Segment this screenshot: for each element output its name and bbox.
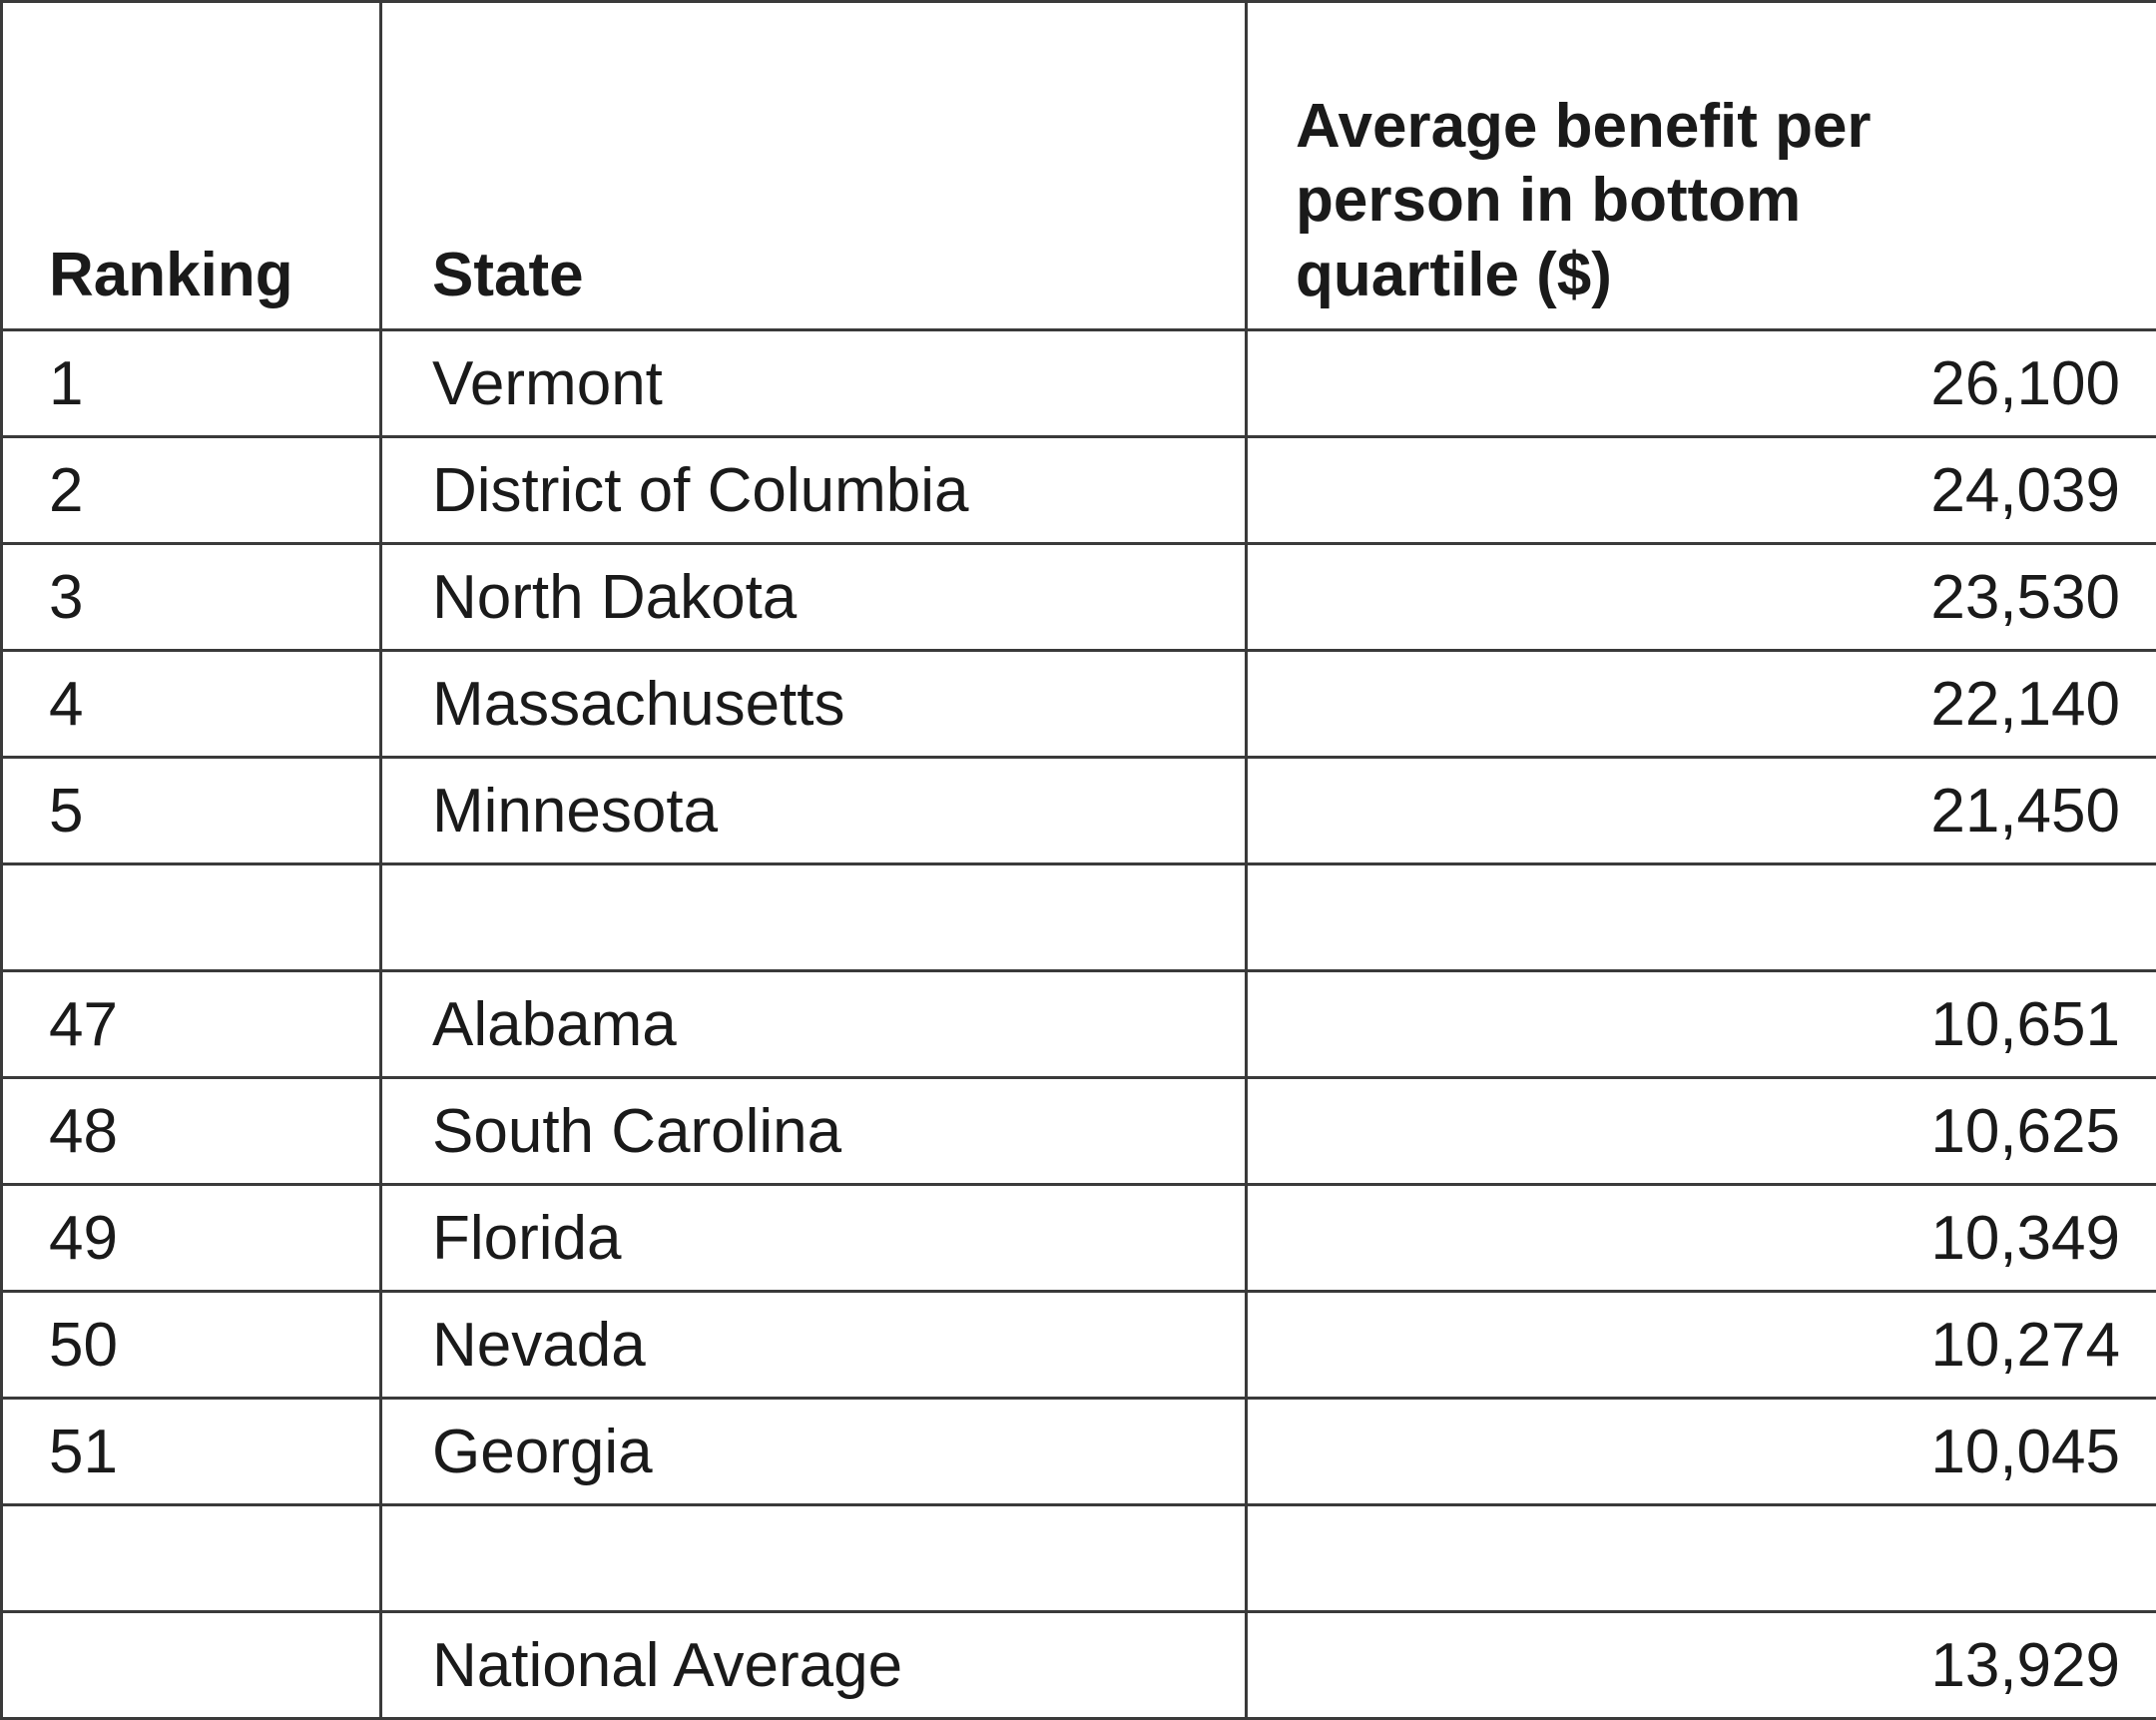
table-cell: 23,530 (1247, 544, 2156, 651)
empty-cell (2, 864, 381, 971)
table-cell: 5 (2, 758, 381, 864)
table-cell: 3 (2, 544, 381, 651)
table-cell: 21,450 (1247, 758, 2156, 864)
table-cell: Nevada (381, 1292, 1247, 1399)
table-cell: 26,100 (1247, 330, 2156, 437)
table-head: Ranking State Average benefit per person… (2, 2, 2156, 330)
table-cell: 50 (2, 1292, 381, 1399)
header-cell: Ranking (2, 2, 381, 330)
empty-cell (1247, 1505, 2156, 1612)
empty-cell (2, 1612, 381, 1719)
table-cell: 10,274 (1247, 1292, 2156, 1399)
table-cell: 49 (2, 1185, 381, 1292)
table-cell: Massachusetts (381, 651, 1247, 758)
table-cell: 24,039 (1247, 437, 2156, 544)
table-cell: 10,651 (1247, 971, 2156, 1078)
table-cell: Vermont (381, 330, 1247, 437)
header-cell: Average benefit per person in bottom qua… (1247, 2, 2156, 330)
empty-cell (2, 1505, 381, 1612)
table-cell: District of Columbia (381, 437, 1247, 544)
empty-cell (381, 1505, 1247, 1612)
header-cell: State (381, 2, 1247, 330)
table-cell: 13,929 (1247, 1612, 2156, 1719)
table-cell: 48 (2, 1078, 381, 1185)
table-cell: 1 (2, 330, 381, 437)
table-row (2, 1505, 2156, 1612)
empty-cell (1247, 864, 2156, 971)
table-cell: Minnesota (381, 758, 1247, 864)
table-cell: 4 (2, 651, 381, 758)
table-cell: Georgia (381, 1399, 1247, 1505)
table-cell: 10,349 (1247, 1185, 2156, 1292)
table-cell: 2 (2, 437, 381, 544)
empty-cell (381, 864, 1247, 971)
table-cell: 47 (2, 971, 381, 1078)
table-cell: 10,045 (1247, 1399, 2156, 1505)
table-row (2, 864, 2156, 971)
table-cell: Alabama (381, 971, 1247, 1078)
table-cell: 22,140 (1247, 651, 2156, 758)
table-cell: Florida (381, 1185, 1247, 1292)
table-cell: National Average (381, 1612, 1247, 1719)
table-cell: South Carolina (381, 1078, 1247, 1185)
table-cell: North Dakota (381, 544, 1247, 651)
table-cell: 51 (2, 1399, 381, 1505)
header-row: Ranking State Average benefit per person… (2, 2, 2156, 330)
table-cell: 10,625 (1247, 1078, 2156, 1185)
